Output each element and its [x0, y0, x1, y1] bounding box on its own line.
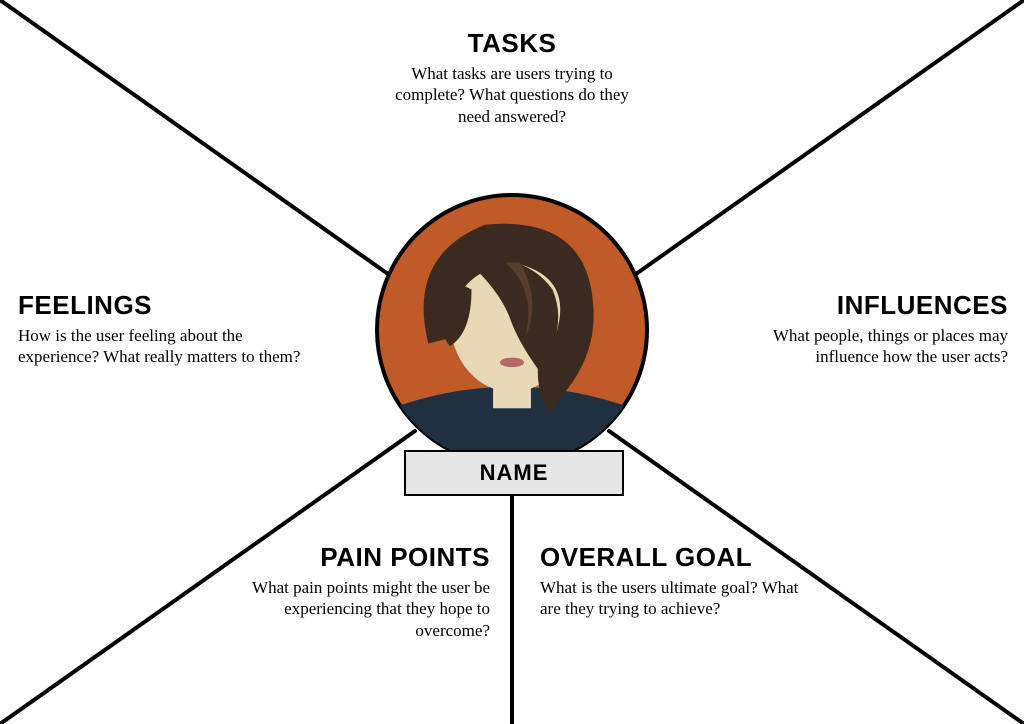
section-pain-points-body: What pain points might the user be exper… [210, 577, 490, 641]
section-pain-points-title: PAIN POINTS [210, 542, 490, 573]
section-overall-goal-body: What is the users ultimate goal? What ar… [540, 577, 820, 620]
persona-name-label: NAME [480, 460, 549, 485]
section-feelings-body: How is the user feeling about the experi… [18, 325, 308, 368]
section-feelings-title: FEELINGS [18, 290, 308, 321]
section-influences: INFLUENCES What people, things or places… [722, 290, 1008, 368]
empathy-map-canvas: NAME TASKS What tasks are users trying t… [0, 0, 1024, 724]
section-influences-title: INFLUENCES [722, 290, 1008, 321]
section-pain-points: PAIN POINTS What pain points might the u… [210, 542, 490, 641]
section-influences-body: What people, things or places may influe… [722, 325, 1008, 368]
persona-name-box: NAME [404, 450, 624, 496]
persona-avatar [373, 191, 651, 469]
section-tasks-body: What tasks are users trying to complete?… [384, 63, 640, 127]
section-overall-goal-title: OVERALL GOAL [540, 542, 820, 573]
section-overall-goal: OVERALL GOAL What is the users ultimate … [540, 542, 820, 620]
section-tasks-title: TASKS [384, 28, 640, 59]
section-tasks: TASKS What tasks are users trying to com… [384, 28, 640, 127]
section-feelings: FEELINGS How is the user feeling about t… [18, 290, 308, 368]
